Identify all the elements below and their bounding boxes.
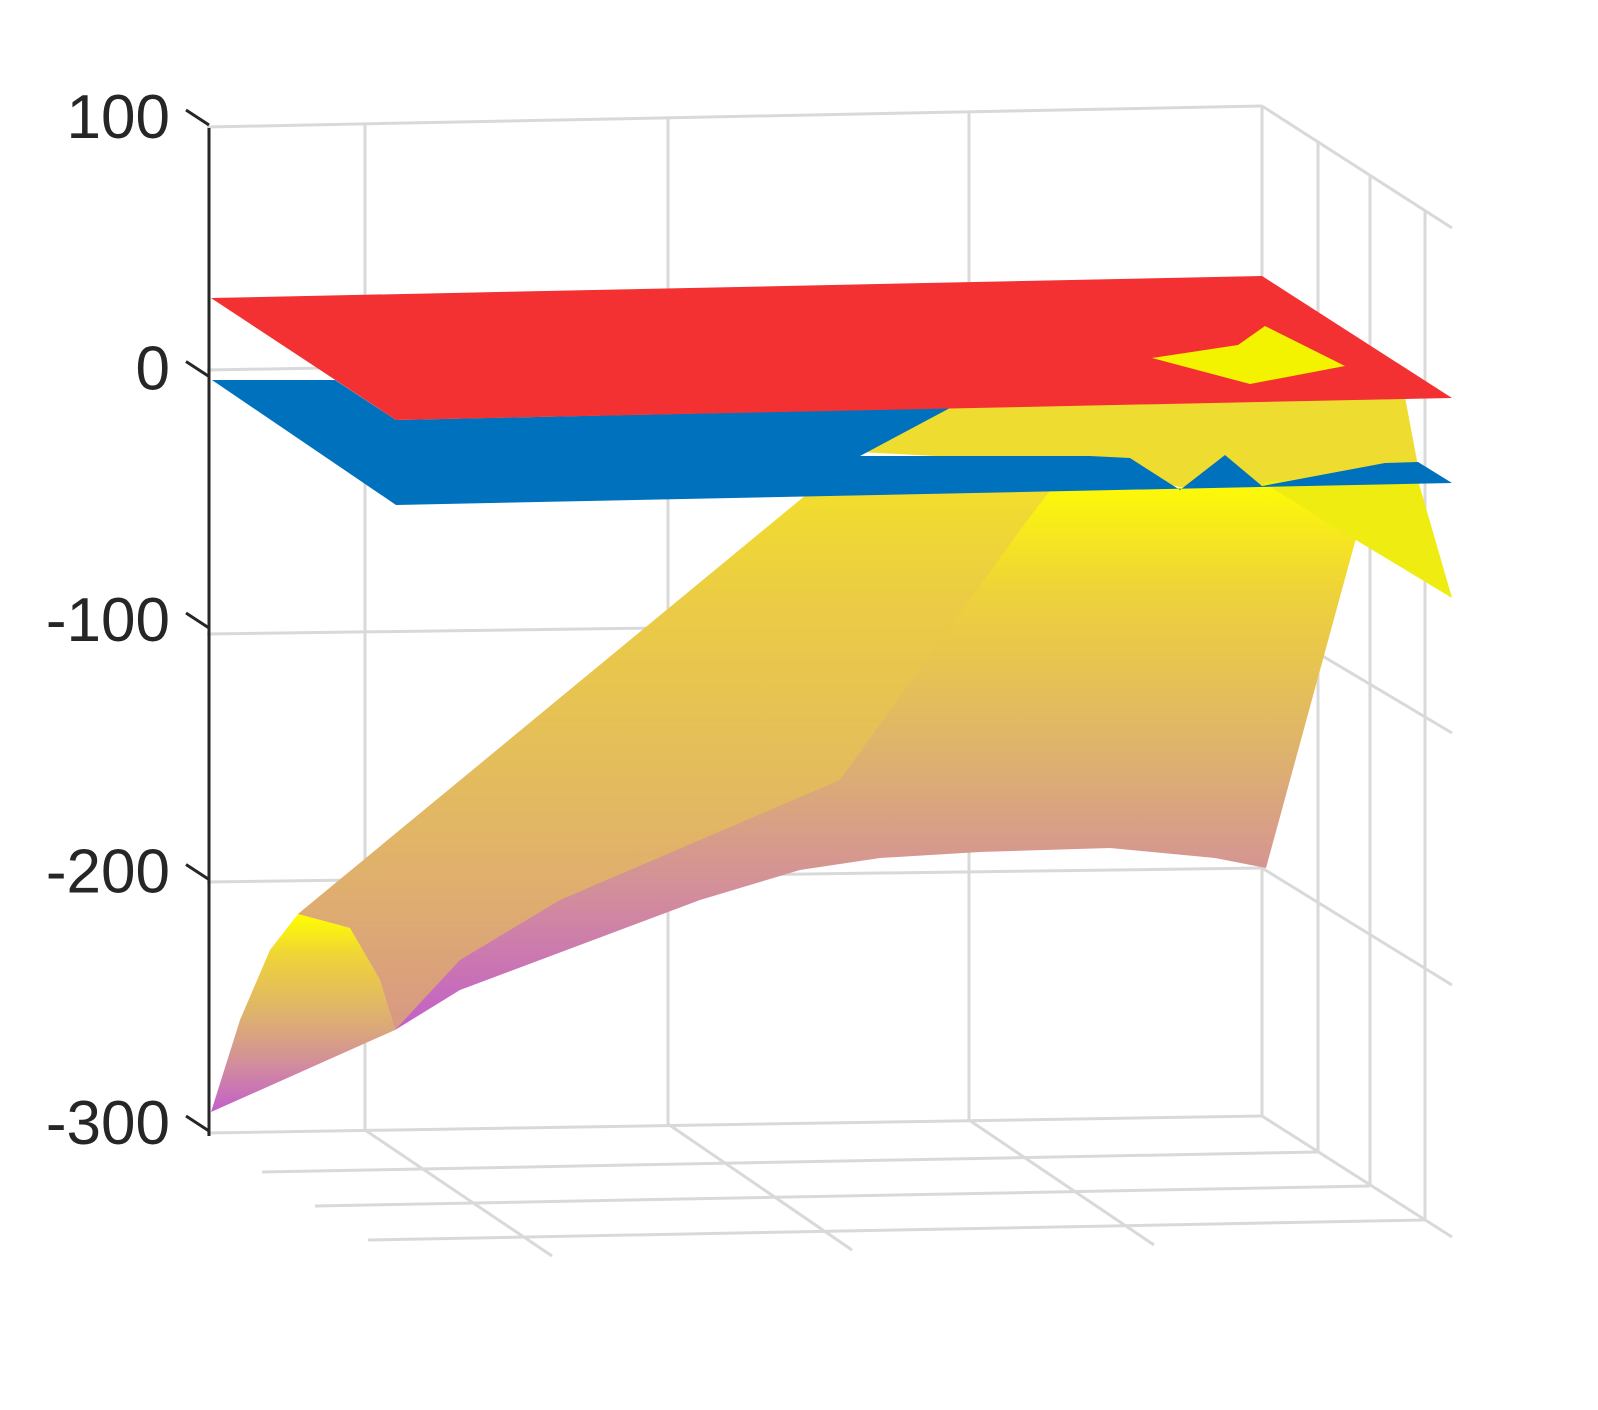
surface-series: [211, 325, 1452, 1112]
surface-front-lobe: [211, 914, 395, 1112]
z-tick-label: -300: [46, 1089, 170, 1158]
z-tick-mark: [185, 863, 210, 881]
surface-ridge: [298, 458, 1075, 1030]
surface-right-spike: [1262, 470, 1452, 598]
z-tick-mark: [185, 611, 210, 630]
blue-plane-series: [212, 380, 1452, 505]
z-tick-label: 0: [136, 335, 170, 404]
z-tick-mark: [185, 1114, 210, 1133]
z-tick-mark: [185, 108, 210, 127]
z-tick-label: 100: [67, 83, 170, 152]
red-plane-series: [211, 276, 1452, 420]
red-plane: [211, 276, 1452, 420]
z-tick-label: -100: [46, 586, 170, 655]
blue-plane: [212, 380, 1452, 505]
surface-upper-band: [860, 396, 1418, 487]
z-tick-mark: [185, 360, 210, 378]
z-axis-tick-labels: 100 0 -100 -200 -300: [46, 83, 170, 1158]
surface-peak-over-red: [1152, 326, 1345, 384]
z-axis-ticks: [185, 108, 210, 1133]
z-tick-label: -200: [46, 838, 170, 907]
axes-grid: [206, 104, 1453, 1258]
